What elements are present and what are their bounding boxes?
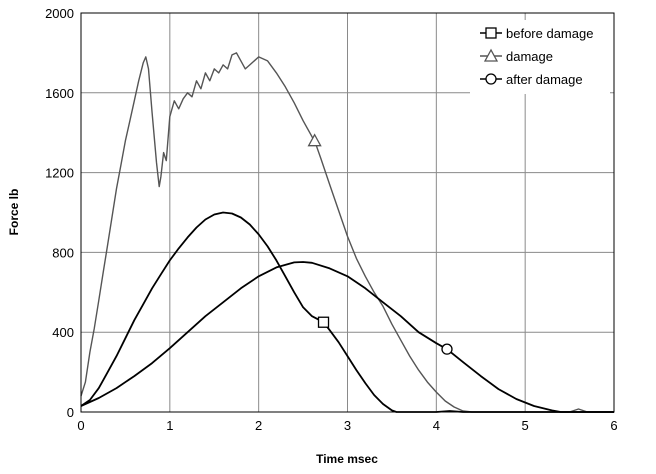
legend: before damage damage after damage [470,20,610,94]
legend-marker-before-damage [486,28,496,38]
x-tick-label-4: 4 [433,418,440,433]
y-tick-label-0: 0 [67,405,74,420]
x-axis-title: Time msec [316,452,378,466]
y-tick-label-1: 400 [52,325,74,340]
series-marker-after-damage [442,344,452,354]
y-tick-label-3: 1200 [45,166,74,181]
y-axis-title: Force lb [7,189,21,236]
legend-label-damage: damage [506,49,553,64]
x-tick-label-6: 6 [610,418,617,433]
legend-label-before-damage: before damage [506,26,593,41]
x-tick-label-2: 2 [255,418,262,433]
legend-marker-after-damage [486,74,496,84]
x-tick-label-3: 3 [344,418,351,433]
y-tick-label-4: 1600 [45,86,74,101]
x-tick-label-5: 5 [522,418,529,433]
x-tick-label-1: 1 [166,418,173,433]
y-tick-label-5: 2000 [45,6,74,21]
y-tick-label-2: 800 [52,245,74,260]
x-tick-label-0: 0 [77,418,84,433]
series-marker-before-damage [319,317,329,327]
legend-label-after-damage: after damage [506,72,583,87]
